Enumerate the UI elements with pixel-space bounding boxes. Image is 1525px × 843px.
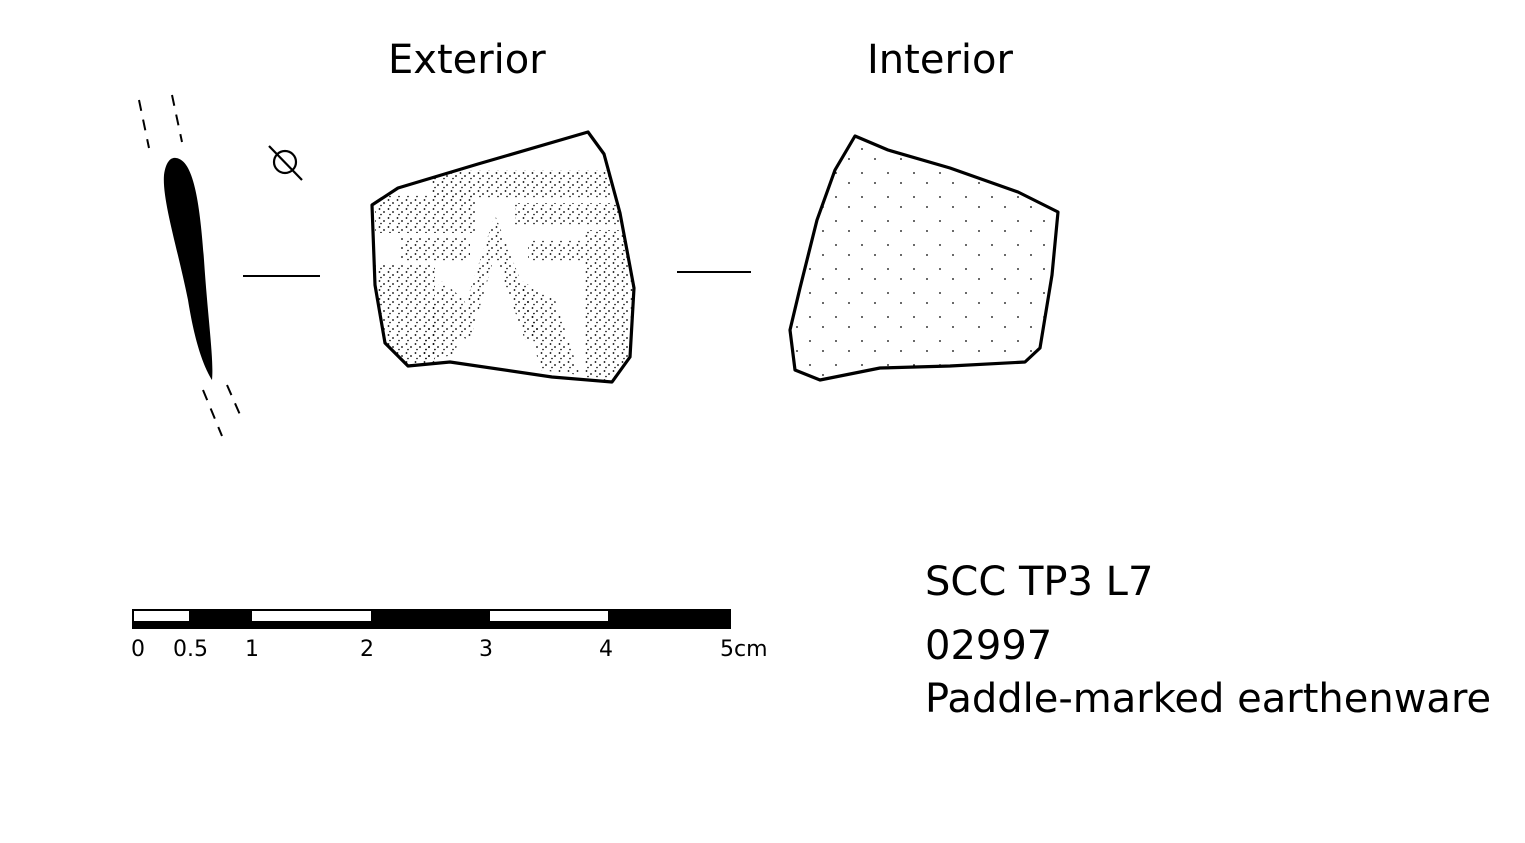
interior-view [788, 134, 1060, 382]
paddle-mark-stippling [375, 170, 634, 380]
profile-guide-line [138, 99, 150, 149]
profile-cross-section [163, 157, 213, 380]
description-label: Paddle-marked earthenware [925, 676, 1492, 722]
exterior-view [370, 130, 636, 384]
exterior-label: Exterior [388, 37, 546, 83]
site-context-label: SCC TP3 L7 [925, 559, 1154, 605]
interior-label: Interior [867, 37, 1013, 83]
scale-tick-label: 3 [479, 637, 493, 662]
profile-guide-line [226, 384, 242, 418]
scale-bar [132, 609, 731, 629]
scale-tick-label: 4 [599, 637, 613, 662]
scale-tick-label: 0 [131, 637, 145, 662]
profile-section [138, 94, 242, 437]
catalog-number-label: 02997 [925, 623, 1053, 669]
scale-tick-label: 2 [360, 637, 374, 662]
exterior-outline [370, 130, 636, 384]
interior-outline [788, 134, 1060, 382]
profile-guide-line [171, 94, 183, 143]
diameter-symbol [268, 145, 303, 181]
scale-tick-label: 5cm [720, 637, 768, 662]
scale-tick-label: 0.5 [173, 637, 208, 662]
scale-tick-label: 1 [245, 637, 259, 662]
profile-guide-line [202, 389, 223, 437]
